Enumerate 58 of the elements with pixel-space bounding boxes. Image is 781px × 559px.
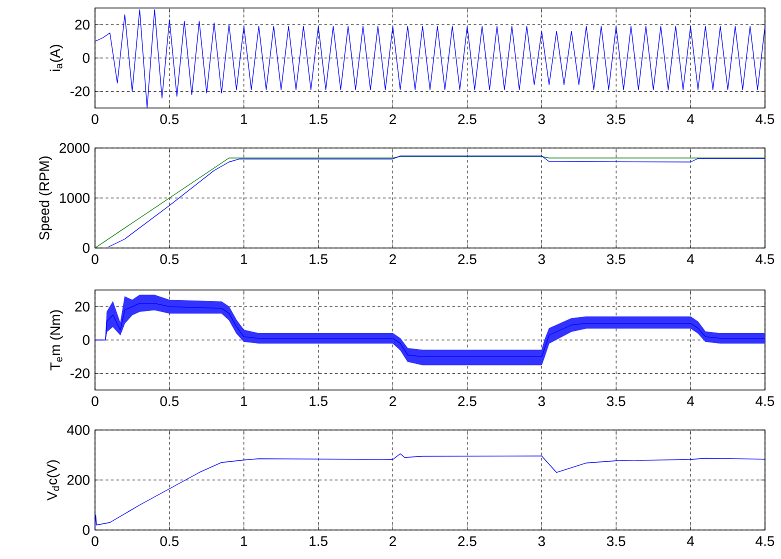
y-tick-label: 0 [82, 53, 90, 63]
x-tick-label: 4.5 [756, 254, 774, 264]
y-tick-label: 200 [67, 475, 90, 485]
y-tick-label: -20 [70, 368, 90, 378]
y-tick-label: 1000 [60, 193, 90, 203]
line-series [95, 9, 765, 108]
y-axis-title: Speed (RPM) [38, 156, 52, 240]
y-axis-title: T$_{e}$m (Nm) [50, 310, 63, 370]
x-tick-label: 4 [686, 536, 694, 546]
x-tick-label: 2.5 [458, 536, 476, 546]
x-tick-label: 3.5 [606, 254, 626, 264]
x-tick-label: 2.5 [458, 254, 476, 264]
x-tick-label: 0 [92, 396, 98, 406]
x-tick-label: 2 [390, 254, 396, 264]
x-tick-label: 3 [538, 396, 545, 406]
x-tick-label: 0.5 [160, 396, 179, 406]
x-tick-label: 2 [390, 396, 396, 406]
x-tick-label: 3.5 [606, 396, 626, 406]
y-axis-title: i$_{a}$(A) [50, 44, 63, 71]
x-tick-label: 0 [92, 114, 98, 124]
x-tick-label: 4 [686, 254, 694, 264]
x-tick-label: 1 [241, 536, 248, 546]
x-tick-label: 3 [538, 254, 545, 264]
x-tick-label: 2 [390, 536, 396, 546]
x-tick-label: 4 [686, 396, 694, 406]
y-tick-label: 20 [75, 20, 90, 30]
y-tick-label: 0 [82, 335, 90, 345]
x-tick-label: 0 [92, 254, 98, 264]
y-tick-label: 0 [82, 525, 90, 535]
x-tick-label: 4 [686, 114, 694, 124]
x-tick-label: 0.5 [160, 536, 179, 546]
x-tick-label: 4.5 [756, 114, 774, 124]
line-series [95, 302, 765, 357]
x-tick-label: 3.5 [606, 114, 626, 124]
x-tick-label: 2.5 [458, 396, 476, 406]
x-tick-label: 0 [92, 536, 98, 546]
x-tick-label: 2 [390, 114, 396, 124]
y-tick-label: -20 [70, 86, 90, 96]
x-tick-label: 1.5 [310, 254, 328, 264]
x-tick-label: 0.5 [160, 254, 179, 264]
y-axis-title: V$_{d}$c(V) [46, 460, 60, 500]
x-tick-label: 3.5 [606, 536, 626, 546]
y-tick-label: 0 [82, 243, 90, 253]
x-tick-label: 4.5 [756, 536, 774, 546]
x-tick-label: 1 [241, 114, 248, 124]
x-tick-label: 0.5 [160, 114, 179, 124]
y-tick-label: 400 [67, 425, 90, 435]
x-tick-label: 2.5 [458, 114, 476, 124]
x-tick-label: 3 [538, 114, 545, 124]
y-tick-label: 20 [75, 302, 90, 312]
x-tick-label: 1.5 [310, 114, 328, 124]
x-tick-label: 3 [538, 536, 545, 546]
x-tick-label: 4.5 [756, 396, 774, 406]
x-tick-label: 1 [241, 396, 248, 406]
x-tick-label: 1.5 [310, 536, 328, 546]
y-tick-label: 2000 [60, 143, 90, 153]
x-tick-label: 1 [241, 254, 248, 264]
x-tick-label: 1.5 [310, 396, 328, 406]
